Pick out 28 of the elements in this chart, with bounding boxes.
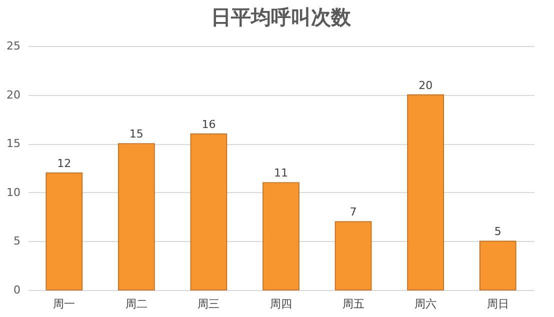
- y-tick-label: 0: [14, 284, 20, 296]
- bar: [407, 94, 444, 290]
- bar: [46, 172, 83, 290]
- data-label: 11: [274, 166, 288, 180]
- x-tick-label: 周五: [342, 298, 364, 310]
- x-tick-label: 周三: [198, 298, 220, 310]
- chart-title: 日平均呼叫次数: [211, 5, 352, 29]
- x-tick-label: 周日: [486, 298, 509, 310]
- y-tick-label: 25: [6, 40, 20, 52]
- y-tick-label: 15: [6, 137, 20, 150]
- data-label: 16: [202, 118, 216, 131]
- y-tick-label: 5: [14, 234, 20, 248]
- bar: [479, 240, 516, 290]
- data-label: 7: [350, 206, 357, 219]
- bar: [262, 182, 300, 290]
- x-tick-label: 周四: [270, 298, 292, 310]
- data-label: 5: [494, 225, 502, 238]
- x-tick-label: 周二: [125, 298, 148, 310]
- y-tick-label: 20: [6, 88, 20, 102]
- bar: [118, 143, 155, 290]
- bar: [190, 133, 228, 290]
- data-label: 20: [418, 78, 433, 92]
- x-tick-label: 周六: [414, 298, 437, 310]
- bar: [334, 221, 372, 290]
- y-tick-label: 10: [6, 186, 20, 199]
- x-tick-label: 周一: [53, 298, 76, 310]
- data-label: 12: [57, 156, 72, 170]
- data-label: 15: [129, 128, 144, 141]
